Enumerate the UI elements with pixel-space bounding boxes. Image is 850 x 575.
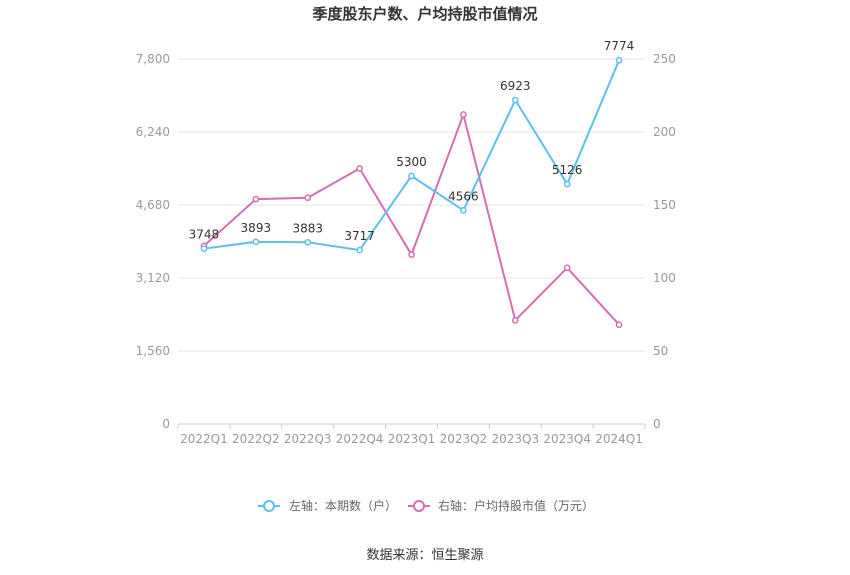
data-label: 3883 bbox=[292, 221, 323, 235]
x-tick-label: 2022Q4 bbox=[336, 432, 384, 446]
right-axis: 0 50 100 150 200 250 bbox=[653, 52, 676, 431]
data-label: 6923 bbox=[500, 79, 531, 93]
left-tick-label: 0 bbox=[162, 417, 170, 431]
left-tick-label: 6,240 bbox=[136, 125, 170, 139]
data-point bbox=[563, 264, 571, 272]
right-tick-label: 150 bbox=[653, 198, 676, 212]
data-point bbox=[408, 251, 415, 258]
left-tick-label: 1,560 bbox=[136, 344, 170, 358]
x-tick-label: 2023Q4 bbox=[543, 432, 591, 446]
data-point bbox=[615, 321, 623, 329]
data-point bbox=[356, 165, 363, 172]
legend-marker bbox=[413, 500, 425, 512]
x-axis: 2022Q1 2022Q2 2022Q3 2022Q4 2023Q1 2023Q2 2023… bbox=[177, 424, 646, 446]
data-point bbox=[511, 316, 519, 324]
data-point bbox=[252, 238, 260, 246]
data-point bbox=[563, 180, 571, 188]
data-point bbox=[356, 246, 363, 254]
data-label: 5126 bbox=[552, 163, 583, 177]
chart-title: 季度股东户数、户均持股市值情况 bbox=[312, 5, 537, 23]
x-tick-label: 2024Q1 bbox=[595, 432, 643, 446]
data-point bbox=[408, 172, 415, 180]
data-label: 5300 bbox=[396, 155, 427, 169]
data-label: 3717 bbox=[344, 229, 375, 243]
left-tick-label: 4,680 bbox=[136, 198, 170, 212]
right-tick-label: 200 bbox=[653, 125, 676, 139]
data-point bbox=[460, 111, 467, 118]
data-point bbox=[615, 56, 623, 64]
x-tick-label: 2022Q1 bbox=[180, 432, 228, 446]
x-tick-label: 2023Q3 bbox=[491, 432, 539, 446]
data-labels: 3748 3893 3883 3717 5300 4566 6923 5126 7774 bbox=[189, 39, 635, 243]
grid bbox=[178, 58, 645, 425]
right-tick-label: 0 bbox=[653, 417, 661, 431]
series-layer bbox=[200, 56, 623, 329]
left-axis: 0 1,560 3,120 4,680 6,240 7,800 bbox=[136, 52, 170, 431]
x-tick-label: 2023Q1 bbox=[388, 432, 436, 446]
source-note: 数据来源：恒生聚源 bbox=[366, 548, 483, 563]
legend: 左轴：本期数（户） 右轴：户均持股市值（万元） bbox=[258, 498, 594, 513]
right-tick-label: 50 bbox=[653, 344, 668, 358]
left-tick-label: 3,120 bbox=[136, 271, 170, 285]
data-point bbox=[252, 195, 260, 203]
x-tick-label: 2023Q2 bbox=[440, 432, 488, 446]
data-point bbox=[460, 206, 467, 214]
x-tick-label: 2022Q2 bbox=[232, 432, 280, 446]
data-point bbox=[304, 238, 312, 246]
legend-label: 左轴：本期数（户） bbox=[289, 498, 397, 513]
legend-label: 右轴：户均持股市值（万元） bbox=[438, 498, 594, 513]
data-point bbox=[304, 194, 312, 202]
data-point bbox=[200, 245, 208, 252]
right-tick-label: 250 bbox=[653, 52, 676, 66]
legend-marker bbox=[263, 500, 275, 512]
data-label: 4566 bbox=[448, 189, 479, 203]
data-label: 7774 bbox=[604, 39, 635, 53]
series-line-1 bbox=[203, 113, 620, 326]
data-label: 3748 bbox=[189, 228, 220, 242]
data-point bbox=[511, 96, 519, 104]
right-tick-label: 100 bbox=[653, 271, 676, 285]
left-tick-label: 7,800 bbox=[136, 52, 170, 66]
data-label: 3893 bbox=[241, 221, 272, 235]
x-tick-label: 2022Q3 bbox=[284, 432, 332, 446]
